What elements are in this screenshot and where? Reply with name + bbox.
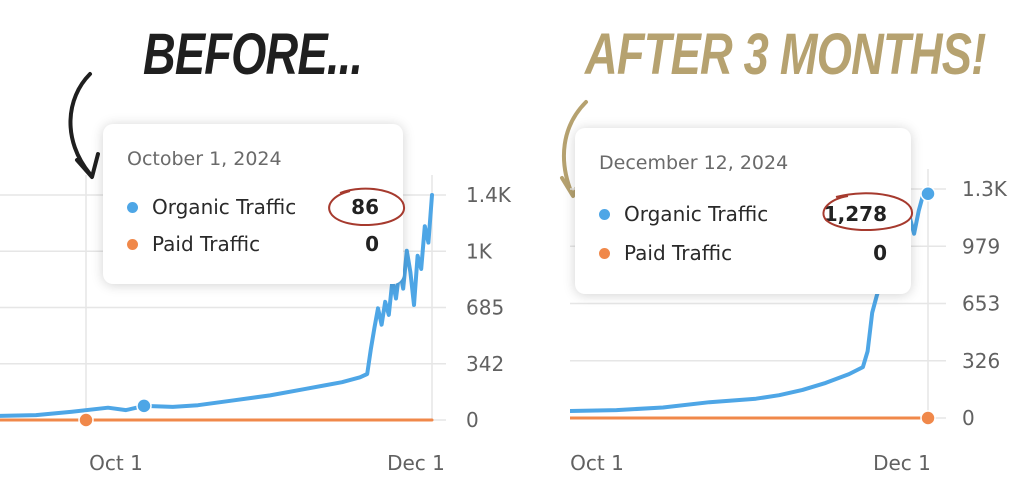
organic-marker [920, 185, 936, 202]
y-tick-label: 326 [962, 349, 1000, 373]
tooltip-row-organic: Organic Traffic [599, 201, 768, 227]
paid-dot-icon [599, 247, 610, 259]
x-tick-label: Oct 1 [89, 451, 143, 475]
tooltip-row-paid: Paid Traffic [599, 240, 732, 266]
tooltip-date: October 1, 2024 [127, 148, 282, 170]
organic-marker [136, 398, 152, 414]
before-tooltip: October 1, 2024 Organic Traffic 86 Paid … [103, 124, 403, 284]
paid-marker [78, 412, 94, 428]
after-tooltip: December 12, 2024 Organic Traffic 1,278 … [575, 128, 911, 294]
organic-dot-icon [127, 201, 138, 213]
y-tick-label: 979 [962, 234, 1000, 258]
organic-dot-icon [599, 208, 610, 220]
tooltip-paid-value: 0 [365, 232, 379, 256]
before-chart: 1.4K 1K 685 342 0 Oct 1 Dec 1 [0, 175, 512, 475]
tooltip-row-paid: Paid Traffic [127, 231, 260, 257]
tooltip-row-organic: Organic Traffic [127, 194, 296, 220]
before-chart-svg: 1.4K 1K 685 342 0 Oct 1 Dec 1 [0, 175, 512, 475]
y-tick-label: 342 [466, 352, 504, 376]
tooltip-date: December 12, 2024 [599, 152, 789, 174]
x-tick-label: Dec 1 [873, 451, 931, 475]
x-tick-label: Dec 1 [387, 451, 445, 475]
y-tick-label: 1.4K [466, 183, 512, 207]
paid-marker [920, 410, 936, 426]
y-tick-label: 0 [962, 406, 975, 430]
y-tick-label: 1.3K [962, 177, 1008, 201]
tooltip-series-name: Organic Traffic [624, 202, 769, 226]
curved-arrow-icon [68, 72, 100, 179]
tooltip-series-name: Organic Traffic [152, 195, 297, 219]
before-headline: BEFORE... [143, 22, 363, 87]
paid-dot-icon [127, 238, 138, 250]
tooltip-series-name: Paid Traffic [624, 241, 733, 265]
after-headline: AFTER 3 MONTHS! [585, 22, 986, 87]
tooltip-paid-value: 0 [873, 241, 887, 265]
y-tick-label: 685 [466, 296, 504, 320]
tooltip-organic-value: 86 [351, 195, 379, 219]
tooltip-organic-value: 1,278 [823, 202, 887, 226]
y-tick-label: 1K [466, 239, 493, 263]
tooltip-series-name: Paid Traffic [152, 232, 261, 256]
y-tick-label: 653 [962, 292, 1000, 316]
x-tick-label: Oct 1 [570, 451, 624, 475]
y-tick-label: 0 [466, 408, 479, 432]
organic-traffic-line [0, 193, 434, 418]
